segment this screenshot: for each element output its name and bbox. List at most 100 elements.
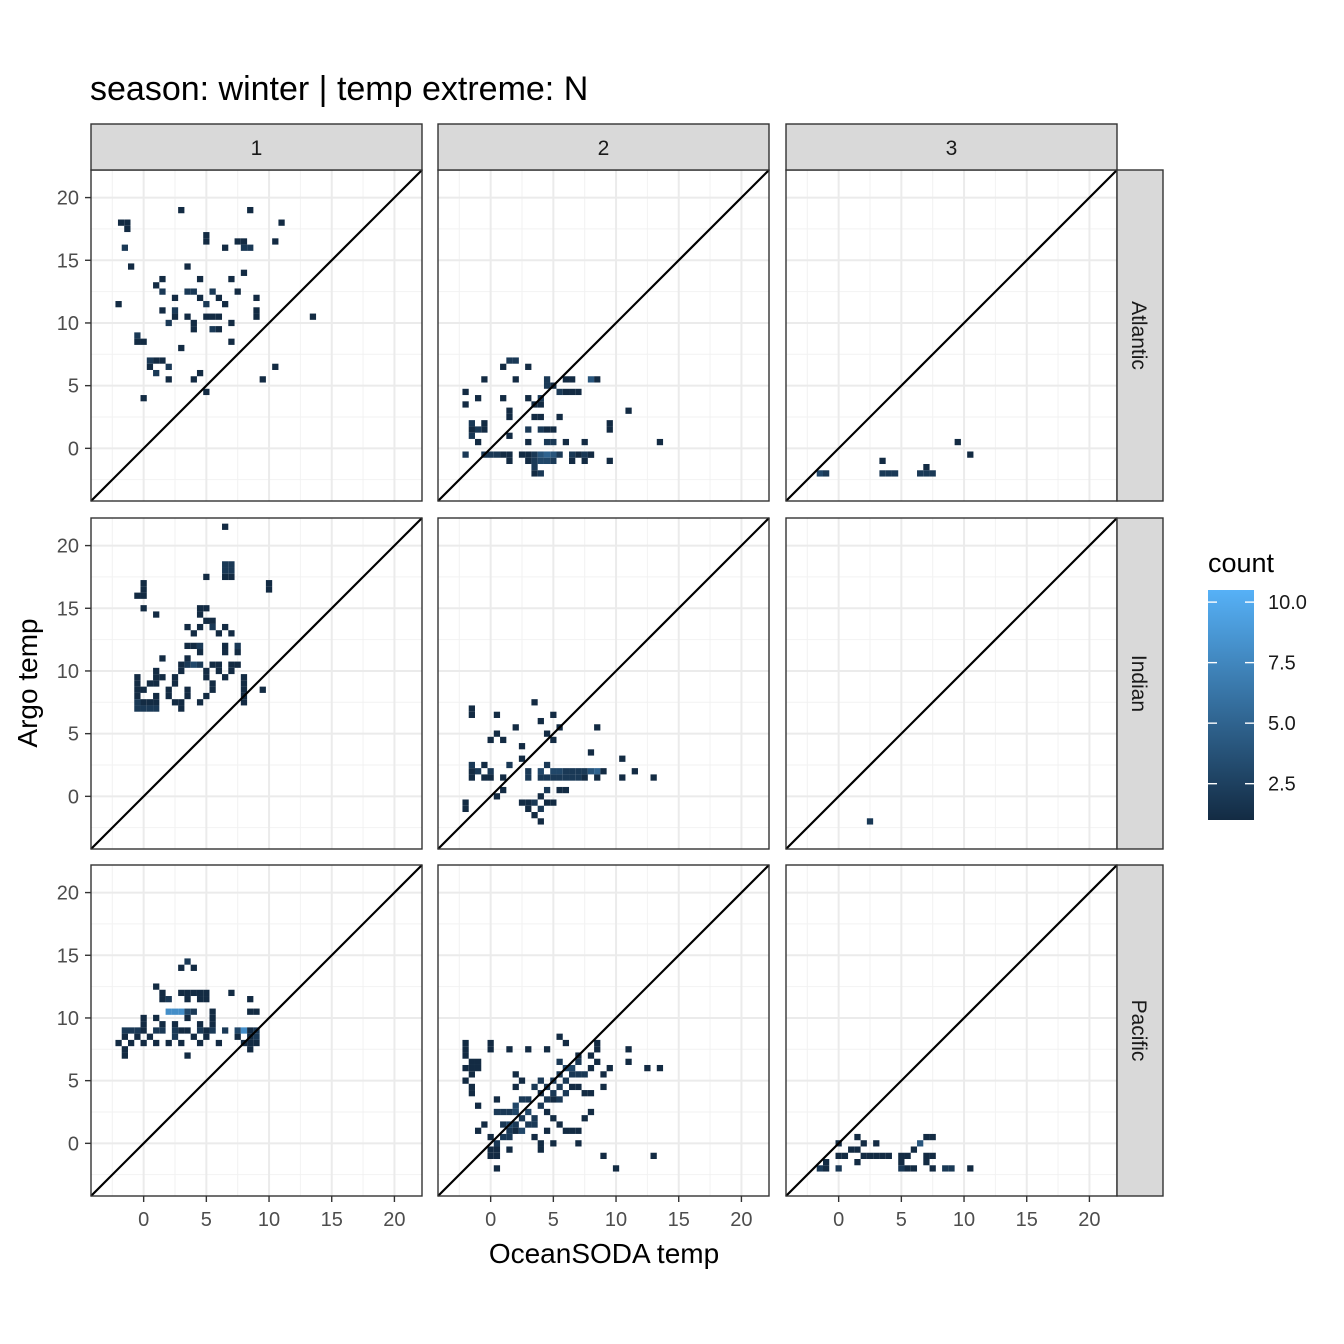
heatmap-cell <box>462 401 469 408</box>
heatmap-cell <box>506 1046 513 1053</box>
heatmap-cell <box>537 793 544 800</box>
heatmap-cell <box>171 307 179 314</box>
heatmap-cell <box>537 1077 544 1084</box>
heatmap-cell <box>550 438 557 446</box>
heatmap-cell <box>537 470 544 477</box>
heatmap-cell <box>569 1071 576 1078</box>
identity-line <box>437 517 770 850</box>
heatmap-cell <box>165 686 172 693</box>
heatmap-cell <box>500 774 507 781</box>
heatmap-cell <box>487 768 494 775</box>
heatmap-cell <box>898 1152 905 1160</box>
column-strip <box>437 123 770 171</box>
heatmap-cell <box>190 661 197 668</box>
heatmap-cell <box>247 1008 254 1015</box>
heatmap-cell <box>196 699 204 706</box>
heatmap-cell <box>575 388 582 396</box>
y-tick-label: 0 <box>68 786 79 808</box>
heatmap-cell <box>581 1071 588 1078</box>
heatmap-cell <box>115 1039 122 1047</box>
heatmap-cell <box>550 1096 557 1103</box>
heatmap-cell <box>196 1039 204 1047</box>
heatmap-cell <box>835 1152 842 1160</box>
heatmap-cell <box>209 1021 216 1028</box>
x-tick-label: 15 <box>1016 1209 1038 1231</box>
x-tick-label: 5 <box>548 1209 559 1231</box>
heatmap-cell <box>879 470 886 477</box>
heatmap-cell <box>153 611 160 618</box>
panel-3-atlantic <box>785 169 1118 502</box>
heatmap-cell <box>134 1033 141 1040</box>
panel-2-pacific <box>437 864 770 1197</box>
heatmap-cell <box>575 1083 582 1091</box>
heatmap-cell <box>171 1008 179 1015</box>
heatmap-cell <box>153 674 160 681</box>
heatmap-cell <box>594 768 601 775</box>
heatmap-cell <box>240 680 248 687</box>
heatmap-cell <box>537 774 544 781</box>
heatmap-cell <box>240 686 248 693</box>
heatmap-cell <box>581 451 588 458</box>
row-strip <box>1116 169 1164 502</box>
heatmap-cell <box>159 1027 166 1034</box>
column-strip-label: 2 <box>598 137 610 160</box>
heatmap-cell <box>600 768 607 775</box>
heatmap-cell <box>481 761 488 769</box>
x-tick-label: 15 <box>321 1209 343 1231</box>
y-tick-label: 15 <box>57 945 79 967</box>
heatmap-cell <box>543 1046 551 1053</box>
heatmap-cell <box>525 1121 532 1128</box>
heatmap-cell <box>240 699 248 706</box>
heatmap-cell <box>923 470 930 477</box>
y-axis-title: Argo temp <box>12 618 43 747</box>
heatmap-cell <box>134 674 141 681</box>
panel-1-atlantic <box>90 169 423 502</box>
heatmap-cell <box>203 692 210 700</box>
y-tick-label: 5 <box>68 376 79 398</box>
heatmap-cell <box>178 1008 185 1015</box>
heatmap-cell <box>506 1108 513 1116</box>
heatmap-cell <box>196 649 204 656</box>
heatmap-cell <box>500 1121 507 1128</box>
heatmap-cell <box>240 244 248 251</box>
heatmap-cell <box>860 1140 867 1147</box>
identity-line <box>90 169 423 502</box>
heatmap-cell <box>929 1165 936 1172</box>
heatmap-cell <box>487 1146 494 1153</box>
heatmap-cell <box>127 1039 135 1047</box>
heatmap-cell <box>531 1115 538 1122</box>
heatmap-cell <box>487 1152 494 1160</box>
heatmap-cell <box>493 1096 501 1103</box>
heatmap-cell <box>543 426 551 433</box>
heatmap-cell <box>222 561 229 568</box>
heatmap-cell <box>550 711 557 718</box>
heatmap-cell <box>222 623 229 631</box>
heatmap-cell <box>512 1121 519 1128</box>
heatmap-cell <box>891 470 899 477</box>
y-tick-label: 15 <box>57 250 79 272</box>
heatmap-cell <box>159 674 166 681</box>
heatmap-cell <box>165 1039 172 1047</box>
heatmap-cell <box>569 1064 576 1072</box>
heatmap-cell <box>117 219 125 226</box>
heatmap-cell <box>462 451 469 458</box>
heatmap-cell <box>222 567 229 574</box>
heatmap-cell <box>481 376 488 383</box>
heatmap-cell <box>159 357 166 364</box>
heatmap-cell <box>468 1083 475 1091</box>
heatmap-cell <box>190 642 197 650</box>
heatmap-cell <box>587 1108 595 1116</box>
heatmap-cell <box>153 667 160 675</box>
heatmap-cell <box>841 1152 849 1160</box>
heatmap-cell <box>184 692 191 700</box>
panel-1-pacific <box>90 864 423 1197</box>
panel-1-indian <box>90 517 423 850</box>
heatmap-cell <box>866 1152 874 1160</box>
heatmap-cell <box>253 1008 260 1015</box>
heatmap-cell <box>215 326 223 333</box>
heatmap-cell <box>531 451 538 458</box>
heatmap-cell <box>153 699 160 706</box>
heatmap-cell <box>146 363 154 370</box>
heatmap-cell <box>543 730 551 737</box>
heatmap-cell <box>600 1152 607 1160</box>
